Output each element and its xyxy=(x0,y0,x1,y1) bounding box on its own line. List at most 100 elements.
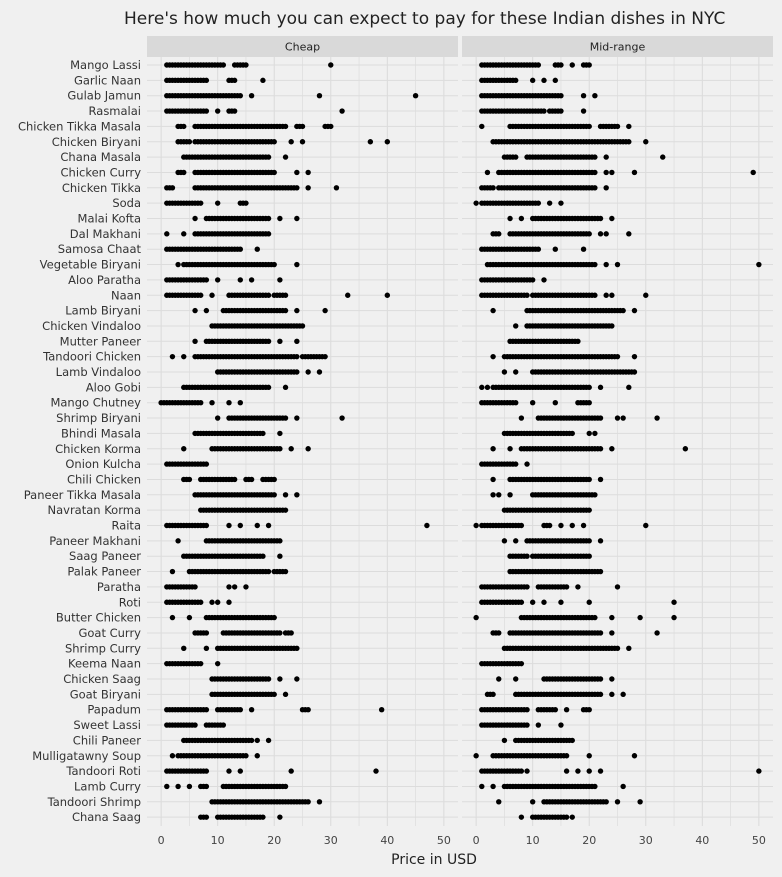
data-point xyxy=(518,660,525,667)
dish-label: Dal Makhani xyxy=(70,227,141,241)
x-tick-label: 40 xyxy=(695,834,709,847)
dish-label: Paneer Makhani xyxy=(49,534,141,548)
data-point xyxy=(214,415,221,421)
data-point xyxy=(288,768,294,774)
data-point xyxy=(513,77,519,84)
data-point xyxy=(271,261,277,268)
data-point xyxy=(496,231,502,237)
data-point xyxy=(586,476,592,483)
data-point xyxy=(563,753,570,759)
facet-strip-label: Mid-range xyxy=(590,41,646,54)
data-point xyxy=(586,753,592,759)
data-point xyxy=(513,538,519,544)
data-point xyxy=(563,707,570,713)
data-point xyxy=(203,77,210,84)
data-point xyxy=(305,799,311,805)
data-point xyxy=(518,768,525,774)
data-point xyxy=(586,507,592,513)
x-tick-label: 20 xyxy=(582,834,596,847)
data-point xyxy=(569,62,575,68)
data-point xyxy=(586,231,592,237)
data-point xyxy=(339,108,345,114)
data-point xyxy=(552,77,558,84)
data-point xyxy=(631,307,638,314)
data-point xyxy=(277,676,283,682)
data-point xyxy=(580,522,587,529)
data-point xyxy=(524,707,530,713)
data-point xyxy=(671,614,677,621)
data-point xyxy=(529,277,536,283)
data-point xyxy=(535,200,542,206)
data-point xyxy=(535,62,542,68)
data-point xyxy=(586,430,592,437)
data-point xyxy=(237,93,243,99)
data-point xyxy=(620,691,626,698)
data-point xyxy=(248,707,255,713)
data-point xyxy=(597,476,604,483)
data-point xyxy=(496,676,502,682)
dish-label: Malai Kofta xyxy=(78,212,141,226)
data-point xyxy=(507,446,513,452)
dish-label: Soda xyxy=(112,196,141,210)
data-point xyxy=(592,169,598,176)
data-point xyxy=(282,783,289,790)
data-point xyxy=(603,292,609,298)
dish-label: Raita xyxy=(111,519,141,533)
dish-label: Chana Saag xyxy=(72,810,141,824)
data-point xyxy=(192,307,198,314)
data-point xyxy=(643,292,649,298)
dish-label: Tandoori Roti xyxy=(65,764,141,778)
dish-label: Shrimp Biryani xyxy=(56,411,141,425)
data-point xyxy=(479,783,485,790)
dish-label: Vegetable Biryani xyxy=(40,258,141,272)
data-point xyxy=(299,323,306,329)
data-point xyxy=(248,93,255,99)
dish-label: Keema Naan xyxy=(68,657,141,671)
data-point xyxy=(620,307,626,314)
data-point xyxy=(473,753,479,759)
data-point xyxy=(592,292,598,298)
data-point xyxy=(592,93,598,99)
data-point xyxy=(248,737,255,744)
data-point xyxy=(209,292,215,298)
data-point xyxy=(518,415,525,421)
data-point xyxy=(294,215,300,222)
data-point xyxy=(586,400,592,406)
facet-panel-0: Cheap 0 10 20 30 40 50 xyxy=(147,36,458,847)
data-point xyxy=(282,415,289,421)
data-point xyxy=(643,522,649,529)
dish-label: Chicken Curry xyxy=(61,165,142,179)
dish-label: Chili Chicken xyxy=(67,472,141,486)
dish-label: Naan xyxy=(111,288,141,302)
data-point xyxy=(248,476,255,483)
data-point xyxy=(603,169,609,176)
x-tick-label: 50 xyxy=(752,834,766,847)
data-point xyxy=(316,369,323,375)
data-point xyxy=(580,246,587,252)
data-point xyxy=(501,369,508,375)
data-point xyxy=(294,492,300,498)
data-point xyxy=(237,277,243,283)
data-point xyxy=(231,77,238,84)
data-point xyxy=(294,338,300,344)
data-point xyxy=(518,599,525,605)
data-point xyxy=(220,722,227,728)
data-point xyxy=(282,384,289,391)
data-point xyxy=(271,476,277,483)
dish-label: Bhindi Masala xyxy=(61,426,141,440)
data-point xyxy=(592,430,598,437)
dish-label: Mulligatawny Soup xyxy=(32,749,141,763)
data-point xyxy=(203,783,210,790)
data-point xyxy=(277,215,283,222)
data-point xyxy=(209,400,215,406)
data-point xyxy=(328,123,334,130)
data-point xyxy=(541,277,547,283)
data-point xyxy=(203,814,210,820)
data-point xyxy=(586,707,592,713)
data-point xyxy=(181,353,187,360)
data-point xyxy=(294,676,300,682)
data-point xyxy=(192,338,198,344)
data-point xyxy=(186,139,193,145)
data-point xyxy=(384,139,391,145)
